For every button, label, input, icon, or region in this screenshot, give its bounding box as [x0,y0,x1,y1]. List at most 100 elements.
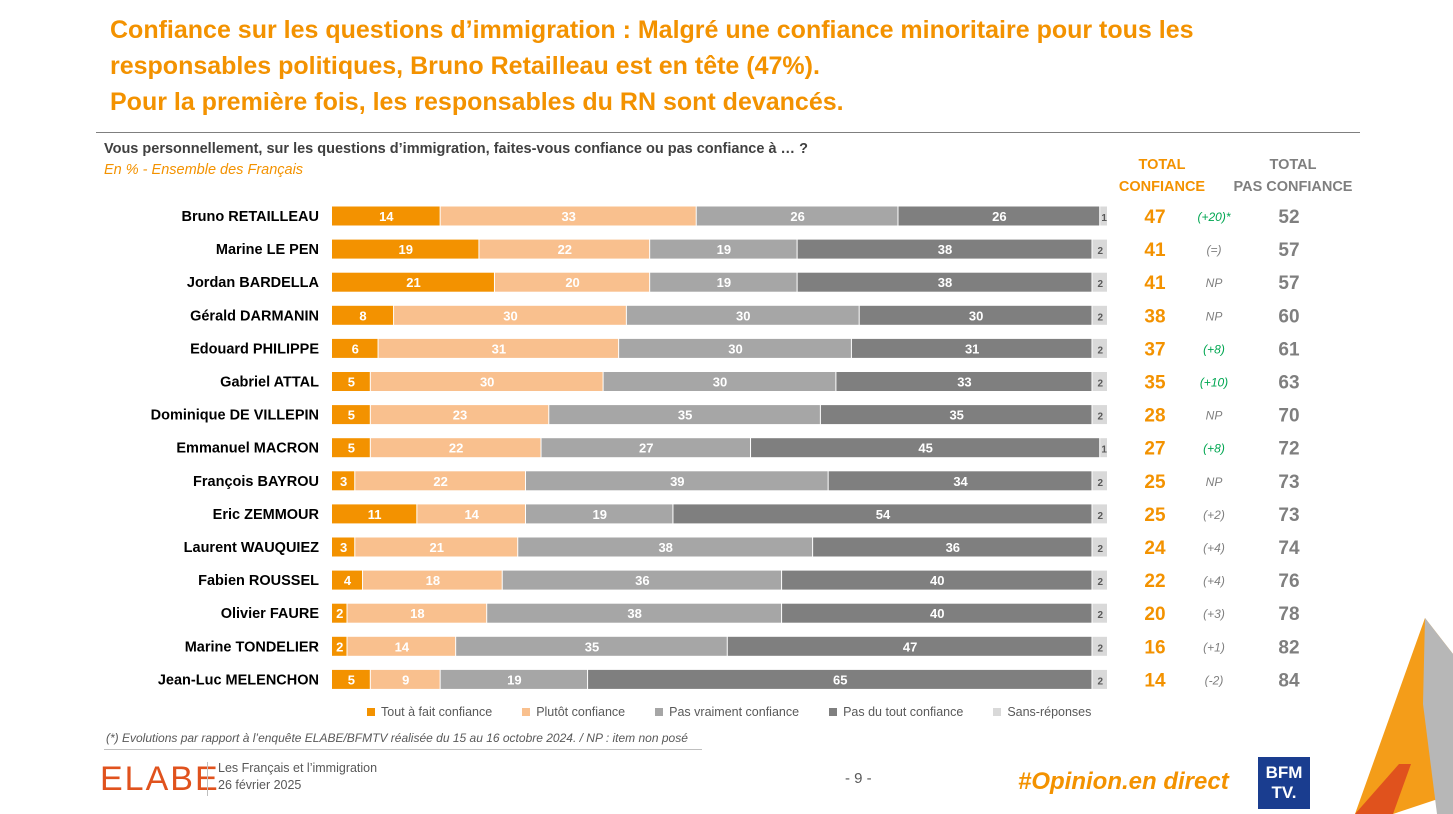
title-line-2: responsables politiques, Bruno Retaillea… [110,52,820,80]
category-label: Gérald DARMANIN [190,308,319,324]
total-pas-confiance-value: 63 [1278,373,1299,394]
bar-segment-pas-vraiment [603,372,836,391]
total-pas-confiance-value: 57 [1278,273,1299,294]
bar-segment-pas-vraiment [541,438,751,458]
bar-segment-pas-vraiment [650,272,797,292]
category-label: Eric ZEMMOUR [213,507,320,523]
chart-legend: Tout à fait confiance Plutôt confiance Pas… [367,705,1121,719]
bar-segment-pas-vraiment [549,405,820,425]
data-label-pas-vraiment: 19 [507,672,521,687]
footnote-divider [104,749,702,750]
bar-segment-pas-du-tout [673,504,1092,524]
data-label-sans-reponse: 1 [1101,445,1107,456]
legend-swatch [655,708,664,716]
total-confiance-value: 20 [1144,604,1165,625]
bar-segment-pas-vraiment [619,338,851,358]
hashtag: #Opinion.en direct [1018,768,1229,795]
legend-swatch [367,708,375,716]
evolution-value: (+4) [1203,541,1225,555]
bar-segment-plutot [394,305,626,325]
data-label-pas-du-tout: 45 [918,441,932,456]
bar-segment-tout-a-fait [332,603,347,623]
legend-label: Sans-réponses [1007,705,1092,719]
bar-segment-plutot [370,438,541,458]
bar-segment-pas-vraiment [526,504,673,524]
bar-segment-sans-reponse [1092,636,1107,656]
bar-segment-plutot [370,405,549,425]
data-label-sans-reponse: 2 [1097,379,1103,390]
evolution-value: (+2) [1203,508,1225,522]
data-label-plutot: 30 [503,308,517,323]
bar-segment-tout-a-fait [332,372,370,391]
data-label-plutot: 14 [464,507,479,522]
data-label-pas-du-tout: 30 [969,308,983,323]
title-line-1: Confiance sur les questions d’immigratio… [110,16,1194,44]
data-label-pas-du-tout: 31 [965,341,979,356]
legend-item-sans-reponse: Sans-réponses [993,705,1091,719]
data-label-pas-du-tout: 33 [957,375,971,390]
bar-segment-pas-du-tout [820,405,1092,425]
bar-segment-pas-du-tout [898,206,1100,226]
bar-segment-pas-du-tout [851,338,1092,358]
data-label-plutot: 30 [480,375,494,390]
bar-segment-pas-vraiment [456,636,727,656]
data-label-pas-du-tout: 40 [930,606,944,621]
evolution-value: NP [1206,276,1223,290]
bar-segment-tout-a-fait [332,405,370,425]
data-label-sans-reponse: 2 [1097,544,1103,555]
bar-segment-tout-a-fait [332,272,494,292]
evolution-value: NP [1206,309,1223,323]
data-label-sans-reponse: 2 [1097,676,1103,687]
study-date: 26 février 2025 [218,778,302,792]
bar-segment-plutot [363,570,502,590]
data-label-pas-vraiment: 36 [635,573,649,588]
data-label-sans-reponse: 2 [1097,279,1103,290]
legend-item-plutot: Plutôt confiance [522,705,625,719]
evolution-value: (+3) [1203,607,1225,621]
bfmtv-logo: BFM TV. [1258,757,1310,809]
evolution-value: NP [1206,475,1223,489]
data-label-plutot: 33 [561,209,575,224]
bar-segment-plutot [440,206,696,226]
decorative-shape-red [1355,764,1411,814]
data-label-sans-reponse: 2 [1097,412,1103,423]
data-label-pas-vraiment: 39 [670,474,684,489]
bar-segment-pas-du-tout [797,239,1092,259]
data-label-plutot: 31 [492,341,506,356]
bar-segment-pas-du-tout [813,537,1092,557]
bar-segment-tout-a-fait [332,338,378,358]
total-confiance-value: 25 [1144,472,1166,493]
total-confiance-value: 37 [1144,339,1165,360]
data-label-pas-vraiment: 27 [639,441,653,456]
bar-segment-plutot [494,272,650,292]
bar-segment-pas-vraiment [526,471,828,491]
data-label-tout-a-fait: 3 [340,540,347,555]
study-title: Les Français et l’immigration [218,761,378,775]
data-label-pas-vraiment: 35 [585,639,599,654]
category-label: Laurent WAUQUIEZ [184,540,319,556]
title-line-3: Pour la première fois, les responsables … [110,88,844,116]
legend-swatch [829,708,838,716]
evolution-value: (+20)* [1197,210,1230,224]
bar-segment-pas-du-tout [751,438,1100,458]
bar-segment-tout-a-fait [332,438,370,458]
total-pas-confiance-value: 78 [1278,604,1299,625]
elabe-logo: ELABE [100,760,220,798]
legend-label: Plutôt confiance [536,705,626,719]
total-pas-confiance-value: 72 [1278,439,1299,460]
evolution-value: NP [1206,409,1223,423]
decorative-triangle-logo [1355,618,1453,814]
bar-segment-plutot [417,504,525,524]
data-label-sans-reponse: 1 [1101,213,1107,224]
bar-segment-sans-reponse [1092,471,1107,491]
data-label-tout-a-fait: 11 [368,507,382,522]
bar-segment-pas-du-tout [836,372,1092,391]
data-label-pas-vraiment: 26 [790,209,804,224]
bar-segment-plutot [347,636,456,656]
data-label-plutot: 18 [426,573,440,588]
bar-segment-pas-du-tout [727,636,1092,656]
legend-swatch [993,708,1002,716]
bar-segment-sans-reponse [1092,504,1107,524]
data-label-tout-a-fait: 3 [340,474,347,489]
bar-segment-pas-du-tout [588,669,1092,689]
